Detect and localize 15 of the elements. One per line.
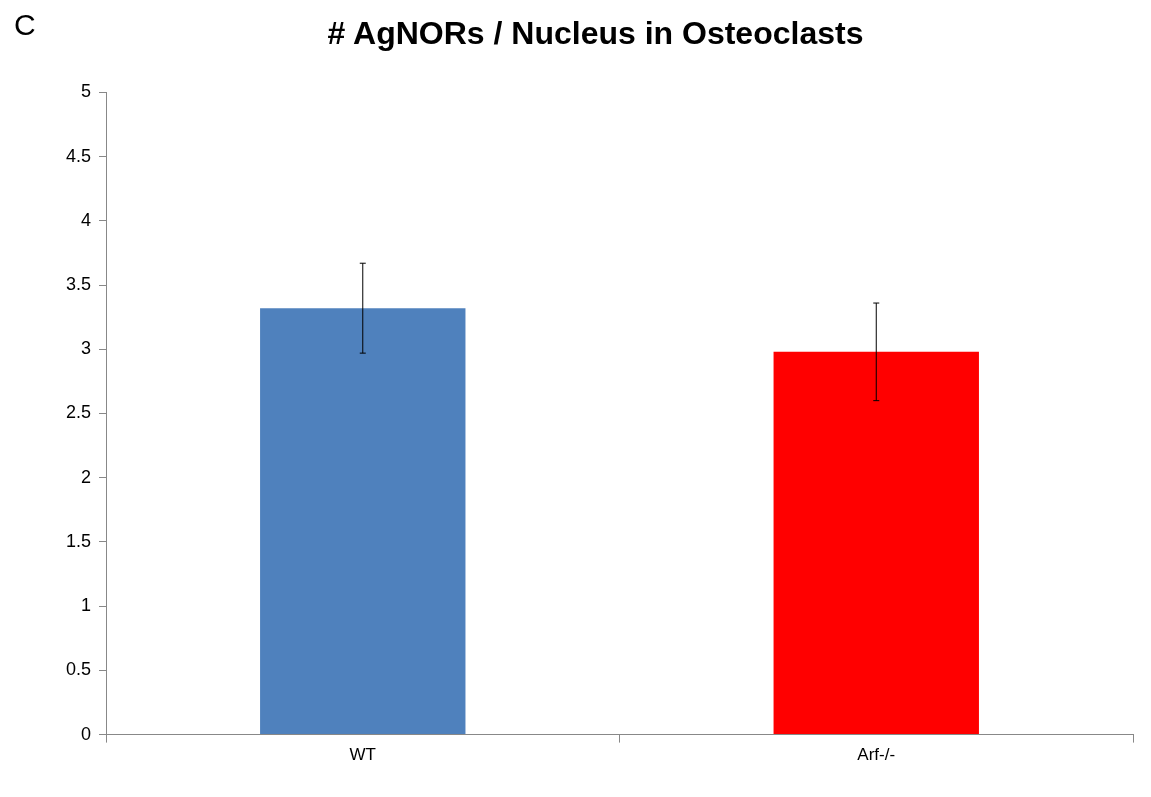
x-tick-label: WT xyxy=(349,745,376,765)
y-tick-label: 0 xyxy=(81,723,92,744)
y-tick-label: 3.5 xyxy=(65,274,92,295)
y-tick-label: 0.5 xyxy=(65,659,92,680)
chart-title: # AgNORs / Nucleus in Osteoclasts xyxy=(327,15,864,52)
y-tick-label: 4.5 xyxy=(65,145,92,166)
y-tick-label: 3 xyxy=(81,338,92,359)
y-tick-label: 1.5 xyxy=(65,530,92,551)
x-tick-label: Arf-/- xyxy=(857,745,896,765)
y-tick-label: 4 xyxy=(81,209,92,230)
text: C xyxy=(14,8,36,42)
y-tick-label: 2 xyxy=(81,466,92,487)
y-tick-label: 2.5 xyxy=(65,402,92,423)
y-tick-label: 1 xyxy=(81,595,92,616)
y-tick-label: 5 xyxy=(81,81,92,102)
